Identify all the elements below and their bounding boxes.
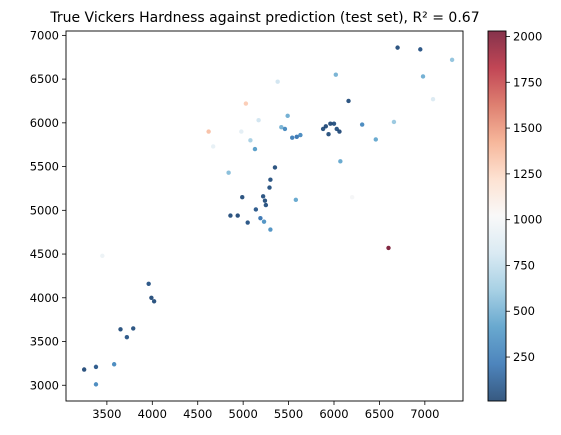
data-point <box>337 129 342 134</box>
y-tick-label: 4500 <box>30 247 59 261</box>
data-point <box>279 125 284 130</box>
data-point <box>240 194 245 200</box>
x-tick-label: 6000 <box>319 407 348 421</box>
data-point <box>331 121 337 126</box>
data-point <box>386 245 391 251</box>
data-point <box>334 126 339 132</box>
data-point <box>151 299 157 304</box>
data-point <box>210 144 216 149</box>
data-point <box>320 126 326 132</box>
plot-area-frame <box>65 30 464 402</box>
colorbar <box>487 30 507 402</box>
x-tick-label: 4500 <box>183 407 212 421</box>
data-point <box>228 213 233 218</box>
data-point <box>268 227 273 232</box>
data-point <box>262 198 268 203</box>
colorbar-tick-label: 250 <box>513 350 535 364</box>
x-tick-label: 5000 <box>229 407 258 421</box>
data-point <box>261 219 267 224</box>
data-point <box>359 122 365 127</box>
y-tick-label: 5000 <box>30 203 59 217</box>
colorbar-tick-label: 1000 <box>513 213 542 227</box>
x-tick-label: 7000 <box>410 407 439 421</box>
data-point <box>146 281 151 286</box>
data-point <box>418 47 423 52</box>
data-point <box>395 45 400 50</box>
data-point <box>256 118 261 123</box>
data-point <box>260 194 266 199</box>
colorbar-tick-label: 1500 <box>513 121 542 135</box>
data-point <box>235 213 240 218</box>
data-point <box>430 97 436 102</box>
y-tick-label: 4000 <box>30 291 59 305</box>
y-axis: 3000 3500 4000 4500 5000 5500 6000 6500 7000 <box>30 28 66 392</box>
data-point <box>420 74 426 79</box>
colorbar-tick-label: 1250 <box>513 167 542 181</box>
data-point <box>131 326 136 331</box>
data-point <box>349 194 355 200</box>
data-point <box>293 197 299 203</box>
points-layer <box>81 45 455 387</box>
data-point <box>81 367 87 372</box>
data-point <box>253 207 259 212</box>
data-point <box>124 334 130 340</box>
data-point <box>206 129 211 134</box>
data-point <box>294 134 299 140</box>
data-point <box>93 382 99 387</box>
x-axis: 3500 4000 4500 5000 5500 6000 6500 7000 <box>92 401 439 421</box>
data-point <box>326 132 331 137</box>
x-tick-label: 3500 <box>92 407 121 421</box>
data-point <box>323 124 329 129</box>
data-point <box>263 202 269 208</box>
data-point <box>328 121 333 126</box>
x-tick-label: 6500 <box>365 407 394 421</box>
data-point <box>258 215 263 221</box>
data-point <box>391 119 397 125</box>
data-point <box>275 79 280 84</box>
x-tick-label: 5500 <box>274 407 303 421</box>
colorbar-axis: 250 500 750 1000 1250 1500 1750 2000 <box>506 29 542 364</box>
x-tick-label: 4000 <box>138 407 167 421</box>
y-tick-label: 6000 <box>30 116 59 130</box>
data-point <box>285 113 290 119</box>
data-point <box>373 137 378 142</box>
data-point <box>282 126 288 132</box>
y-tick-label: 5500 <box>30 160 59 174</box>
chart-title: True Vickers Hardness against prediction… <box>49 10 479 26</box>
colorbar-tick-label: 2000 <box>513 29 542 43</box>
data-point <box>118 327 123 332</box>
data-point <box>333 72 339 77</box>
data-point <box>267 185 272 190</box>
data-point <box>290 135 295 140</box>
data-point <box>100 253 105 258</box>
data-point <box>252 146 258 152</box>
data-point <box>248 138 253 143</box>
data-point <box>268 177 273 182</box>
data-point <box>226 170 231 175</box>
data-point <box>149 295 154 300</box>
y-tick-label: 7000 <box>30 28 59 42</box>
data-point <box>338 159 343 164</box>
data-point <box>272 165 278 170</box>
colorbar-tick-label: 500 <box>513 304 535 318</box>
y-tick-label: 3500 <box>30 335 59 349</box>
data-point <box>111 362 117 367</box>
data-point <box>243 101 249 106</box>
colorbar-tick-label: 1750 <box>513 75 542 89</box>
y-tick-label: 6500 <box>30 72 59 86</box>
data-point <box>93 364 99 370</box>
colorbar-tick-label: 750 <box>513 258 535 272</box>
y-tick-label: 3000 <box>30 378 59 392</box>
data-point <box>346 98 351 104</box>
data-point <box>245 220 250 225</box>
data-point <box>239 129 244 134</box>
data-point <box>298 132 303 138</box>
data-point <box>449 57 455 63</box>
